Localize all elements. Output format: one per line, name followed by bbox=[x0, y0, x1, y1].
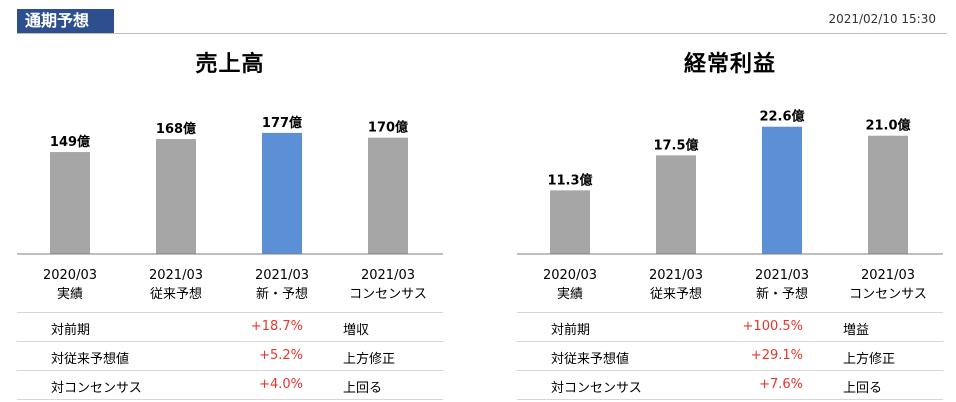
sales-bar-chart: 149億 168億 177億 170億 bbox=[17, 115, 443, 255]
bar bbox=[368, 137, 408, 254]
row-value: +18.7% bbox=[250, 319, 303, 334]
tick-period: 2021/03 bbox=[860, 268, 915, 283]
data-label: 170億 bbox=[368, 120, 408, 136]
x-tick-label: 2021/03 コンセンサス bbox=[335, 266, 441, 304]
row-value: +7.6% bbox=[759, 377, 803, 392]
tick-kind: 従来予想 bbox=[149, 287, 202, 302]
bar bbox=[156, 139, 196, 254]
table-row: 対従来予想値 +5.2% 上方修正 bbox=[17, 341, 443, 370]
timestamp: 2021/02/10 15:30 bbox=[828, 12, 936, 26]
tick-period: 2021/03 bbox=[648, 268, 703, 283]
tick-kind: 実績 bbox=[56, 287, 83, 302]
row-label: 対従来予想値 bbox=[551, 352, 630, 367]
x-tick-label: 2021/03 従来予想 bbox=[123, 266, 229, 304]
bar bbox=[262, 132, 302, 254]
bar bbox=[656, 155, 696, 254]
row-value: +100.5% bbox=[742, 319, 803, 334]
row-label: 対前期 bbox=[551, 323, 591, 338]
tick-period: 2020/03 bbox=[542, 268, 597, 283]
row-label: 対前期 bbox=[51, 323, 91, 338]
row-value: +29.1% bbox=[750, 348, 803, 363]
row-label: 対従来予想値 bbox=[51, 352, 130, 367]
x-tick-label: 2021/03 コンセンサス bbox=[835, 266, 941, 304]
bar bbox=[868, 135, 908, 254]
row-comment: 上方修正 bbox=[843, 352, 896, 367]
x-tick-label: 2020/03 実績 bbox=[17, 266, 123, 304]
x-tick-label: 2021/03 新・予想 bbox=[729, 266, 835, 304]
table-row: 対コンセンサス +7.6% 上回る bbox=[517, 370, 943, 400]
tick-kind: コンセンサス bbox=[849, 287, 927, 302]
data-label: 22.6億 bbox=[759, 109, 804, 125]
data-label: 17.5億 bbox=[653, 137, 698, 153]
row-comment: 上方修正 bbox=[343, 352, 396, 367]
tick-period: 2021/03 bbox=[254, 268, 309, 283]
data-label: 149億 bbox=[50, 134, 90, 150]
bar bbox=[762, 126, 802, 254]
tick-kind: 新・予想 bbox=[255, 287, 308, 302]
bar bbox=[50, 152, 90, 254]
bar bbox=[550, 190, 590, 254]
chart-title: 売上高 bbox=[195, 52, 265, 77]
header-bar: 通期予想 2021/02/10 15:30 bbox=[0, 0, 948, 34]
tick-kind: 新・予想 bbox=[755, 287, 808, 302]
row-comment: 増収 bbox=[343, 323, 370, 338]
ordinary-profit-panel: 11.3億 17.5億 22.6億 21.0億 経常利益 2020/03 実績 2021/… bbox=[517, 34, 943, 402]
data-label: 177億 bbox=[262, 115, 302, 131]
ordinary-profit-bar-chart: 11.3億 17.5億 22.6億 21.0億 bbox=[517, 109, 943, 255]
table-row: 対前期 +18.7% 増収 bbox=[17, 312, 443, 341]
row-label: 対コンセンサス bbox=[551, 381, 642, 396]
tick-period: 2020/03 bbox=[42, 268, 97, 283]
x-axis-categories: 2020/03 実績 2021/03 従来予想 2021/03 新・予想 2021/03 コン… bbox=[517, 264, 943, 312]
section-title: 通期予想 bbox=[17, 9, 114, 33]
data-label: 168億 bbox=[156, 121, 196, 137]
chart-title: 経常利益 bbox=[683, 52, 776, 77]
tick-kind: 従来予想 bbox=[649, 287, 702, 302]
x-axis-categories: 2020/03 実績 2021/03 従来予想 2021/03 新・予想 2021/03 コン… bbox=[17, 264, 443, 312]
sales-comparison-table: 対前期 +18.7% 増収 対従来予想値 +5.2% 上方修正 対コンセンサス … bbox=[17, 312, 443, 400]
row-comment: 上回る bbox=[343, 381, 383, 396]
row-label: 対コンセンサス bbox=[51, 381, 142, 396]
tick-period: 2021/03 bbox=[754, 268, 809, 283]
tick-kind: コンセンサス bbox=[349, 287, 427, 302]
row-comment: 上回る bbox=[843, 381, 883, 396]
x-tick-label: 2020/03 実績 bbox=[517, 266, 623, 304]
x-tick-label: 2021/03 新・予想 bbox=[229, 266, 335, 304]
header-divider bbox=[17, 33, 947, 34]
data-label: 11.3億 bbox=[547, 172, 592, 188]
table-row: 対コンセンサス +4.0% 上回る bbox=[17, 370, 443, 400]
sales-panel: 149億 168億 177億 170億 売上高 2020/03 実績 2021/03 従来予… bbox=[17, 34, 443, 402]
row-value: +5.2% bbox=[259, 348, 303, 363]
tick-period: 2021/03 bbox=[360, 268, 415, 283]
row-value: +4.0% bbox=[259, 377, 303, 392]
row-comment: 増益 bbox=[843, 323, 870, 338]
x-tick-label: 2021/03 従来予想 bbox=[623, 266, 729, 304]
profit-comparison-table: 対前期 +100.5% 増益 対従来予想値 +29.1% 上方修正 対コンセンサ… bbox=[517, 312, 943, 400]
table-row: 対従来予想値 +29.1% 上方修正 bbox=[517, 341, 943, 370]
table-row: 対前期 +100.5% 増益 bbox=[517, 312, 943, 341]
tick-kind: 実績 bbox=[556, 287, 583, 302]
data-label: 21.0億 bbox=[865, 118, 910, 134]
tick-period: 2021/03 bbox=[148, 268, 203, 283]
